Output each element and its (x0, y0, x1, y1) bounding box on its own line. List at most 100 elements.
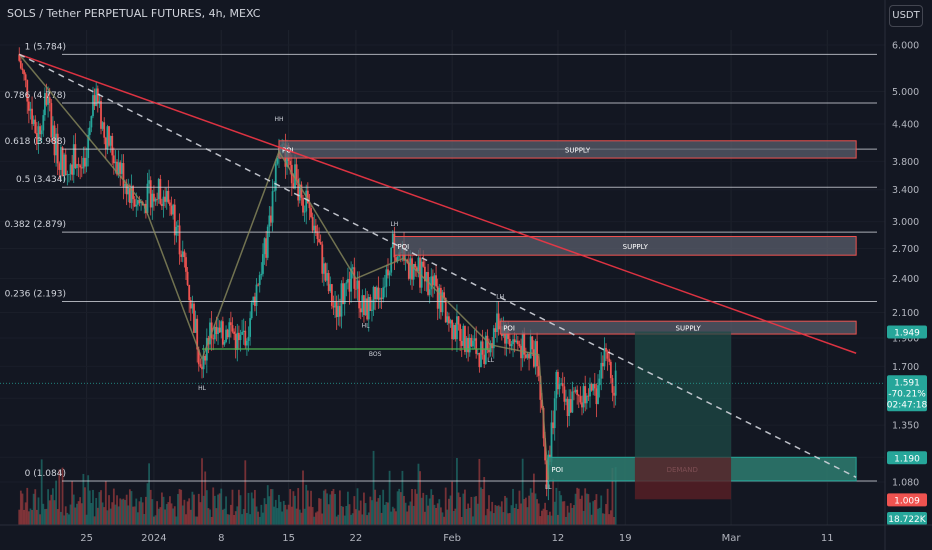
candle-body (531, 336, 534, 350)
volume-bar (393, 508, 396, 525)
volume-bar (375, 501, 378, 525)
volume-bar (456, 458, 458, 525)
candle-body (76, 164, 78, 169)
volume-bar (446, 509, 449, 525)
volume-bar (608, 514, 611, 525)
candle-body (109, 135, 112, 146)
candle-body (558, 384, 561, 390)
volume-bar (39, 514, 41, 525)
volume-bar (468, 507, 471, 525)
volume-bar (531, 492, 534, 525)
candle-body (589, 383, 591, 397)
volume-bar (112, 488, 115, 525)
stop-price-badge-bg (887, 493, 927, 507)
last-price-badge: 02:47:18 (887, 400, 928, 410)
volume-bar (290, 506, 293, 525)
candle-body (334, 302, 336, 308)
volume-bar (390, 511, 393, 525)
volume-bar (239, 495, 242, 525)
candle-body (302, 197, 304, 213)
candle-body (343, 283, 346, 305)
candle-body (37, 126, 40, 145)
volume-bar (611, 467, 614, 525)
volume-bar (87, 475, 90, 525)
currency-button[interactable]: USDT (889, 5, 923, 27)
volume-bar (361, 514, 364, 525)
volume-bar (563, 501, 566, 525)
candle-body (444, 297, 447, 323)
volume-bar (74, 507, 77, 525)
candle-body (390, 247, 393, 273)
candle-body (395, 257, 397, 261)
volume-bar (148, 463, 151, 525)
volume-bar (414, 489, 417, 525)
fib-level-label: 0.618 (3.988) (5, 137, 66, 147)
volume-bar (218, 493, 221, 525)
candle-body (242, 330, 245, 333)
candle-body (510, 344, 513, 347)
candle-body (419, 257, 421, 288)
volume-bar (516, 509, 519, 525)
candle-body (177, 225, 179, 227)
candle-body (494, 328, 497, 333)
volume-bar (37, 497, 40, 525)
candle-body (456, 316, 458, 340)
position-risk-area (634, 457, 732, 500)
volume-bar (412, 505, 415, 525)
candle-body (372, 286, 375, 310)
y-tick-label: 2.700 (892, 244, 919, 255)
volume-bar (138, 501, 141, 525)
candle-body (457, 316, 460, 325)
volume-bar (199, 502, 202, 525)
fib-level-label: 0.786 (4.778) (5, 91, 66, 101)
volume-bar (40, 459, 43, 525)
supply-price-badge: 1.949 (894, 329, 920, 339)
candle-body (35, 133, 38, 145)
candle-body (468, 337, 471, 353)
candle-body (45, 93, 48, 105)
volume-bar (419, 471, 421, 525)
candle-body (608, 358, 611, 362)
candle-body (229, 322, 232, 326)
volume-bar (244, 460, 247, 525)
volume-bar (229, 504, 232, 525)
volume-bar (132, 506, 134, 525)
candle-body (241, 332, 243, 335)
candle-body (202, 355, 205, 370)
volume-bar (308, 506, 311, 525)
candle-body (233, 331, 235, 334)
volume-bar (601, 513, 604, 525)
volume-bar (451, 481, 454, 525)
volume-bar (265, 504, 268, 525)
candle-body (411, 258, 413, 280)
volume-bar (287, 504, 290, 525)
volume-bar (589, 502, 591, 525)
candle-body (262, 254, 264, 274)
x-tick-label: 22 (350, 533, 363, 544)
supply-zone (278, 140, 857, 159)
volume-bar (257, 511, 260, 525)
candle-body (412, 263, 415, 280)
volume-bar (136, 512, 139, 525)
volume-bar (146, 483, 149, 525)
volume-bar (193, 494, 195, 525)
volume-bar (374, 489, 377, 525)
candle-body (103, 122, 106, 138)
candle-body (153, 193, 155, 202)
candle-body (48, 97, 51, 104)
volume-bar (406, 511, 409, 525)
volume-bar (212, 487, 215, 525)
candle-body (505, 326, 508, 344)
volume-bar (45, 508, 48, 525)
candle-body (428, 289, 431, 295)
candle-body (512, 339, 514, 345)
candle-body (226, 329, 229, 338)
candle-body (441, 292, 444, 313)
candle-body (313, 225, 316, 231)
candle-body (55, 133, 58, 156)
candle-body (569, 399, 572, 413)
position-target-area (634, 331, 732, 458)
volume-bar (228, 514, 231, 525)
volume-bar (122, 498, 125, 525)
